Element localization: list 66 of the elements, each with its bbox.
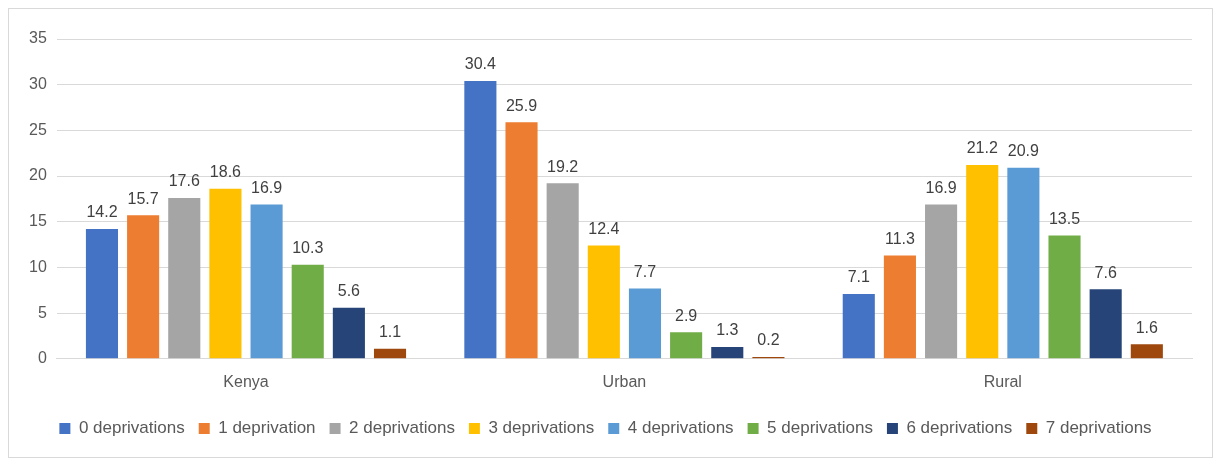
bar [670, 332, 703, 359]
data-label: 12.4 [588, 219, 620, 237]
data-label: 15.7 [127, 189, 159, 207]
data-label: 0.2 [757, 331, 780, 349]
data-label: 13.5 [1048, 209, 1081, 227]
data-label: 5.6 [337, 282, 361, 300]
legend-label: 3 deprivations [488, 418, 595, 438]
legend-label: 7 deprivations [1045, 418, 1152, 438]
data-label: 30.4 [464, 55, 497, 73]
y-tick-label: 30 [29, 75, 47, 93]
bar [291, 264, 324, 359]
bar [966, 165, 999, 359]
data-label: 18.6 [209, 163, 242, 181]
data-label: 7.1 [847, 268, 870, 286]
legend-label: 2 deprivations [349, 418, 455, 438]
data-label: 17.6 [168, 172, 200, 190]
bar [127, 215, 160, 359]
y-tick-label: 10 [29, 257, 47, 275]
y-tick-label: 15 [29, 212, 47, 230]
y-tick-label: 0 [37, 349, 47, 367]
bar [925, 204, 958, 359]
data-label: 10.3 [292, 239, 324, 257]
x-tick-label: Rural [983, 372, 1022, 390]
bar [85, 229, 119, 359]
data-label: 16.9 [251, 178, 283, 196]
bar [1089, 289, 1122, 359]
data-label: 25.9 [505, 96, 538, 114]
legend-label: 5 deprivations [767, 418, 873, 438]
bar [1130, 344, 1163, 359]
data-label: 19.2 [547, 157, 579, 175]
y-tick-label: 35 [29, 29, 47, 47]
data-label: 2.9 [675, 306, 698, 324]
legend-label: 4 deprivations [627, 418, 734, 438]
bar [883, 255, 916, 359]
bar [464, 81, 497, 359]
y-tick-label: 25 [29, 120, 47, 138]
bar [628, 288, 662, 359]
y-tick-label: 20 [29, 166, 47, 184]
data-label: 16.9 [925, 178, 957, 196]
data-label: 1.1 [378, 323, 402, 341]
bar [505, 122, 538, 359]
data-label: 7.7 [633, 262, 657, 280]
legend-label: 1 deprivation [218, 418, 316, 438]
data-label: 1.6 [1135, 318, 1159, 336]
bar [168, 197, 201, 359]
bar [587, 245, 620, 359]
legend-label: 0 deprivations [78, 418, 185, 438]
data-label: 14.2 [86, 203, 118, 221]
bar [546, 183, 579, 359]
bar [842, 293, 875, 359]
y-tick-label: 5 [37, 303, 47, 321]
data-label: 7.6 [1094, 263, 1117, 281]
bar [1007, 167, 1040, 359]
data-label: 1.3 [716, 321, 739, 339]
bar [250, 204, 283, 359]
data-label: 11.3 [884, 229, 915, 247]
bar [711, 346, 744, 359]
legend-label: 6 deprivations [906, 418, 1013, 438]
x-tick-label: Urban [602, 372, 647, 390]
bar [209, 188, 242, 359]
x-tick-label: Kenya [223, 372, 269, 390]
bar [1048, 235, 1081, 359]
bar [373, 348, 407, 359]
bar [332, 307, 365, 359]
data-label: 21.2 [966, 139, 998, 157]
data-label: 20.9 [1007, 142, 1040, 160]
